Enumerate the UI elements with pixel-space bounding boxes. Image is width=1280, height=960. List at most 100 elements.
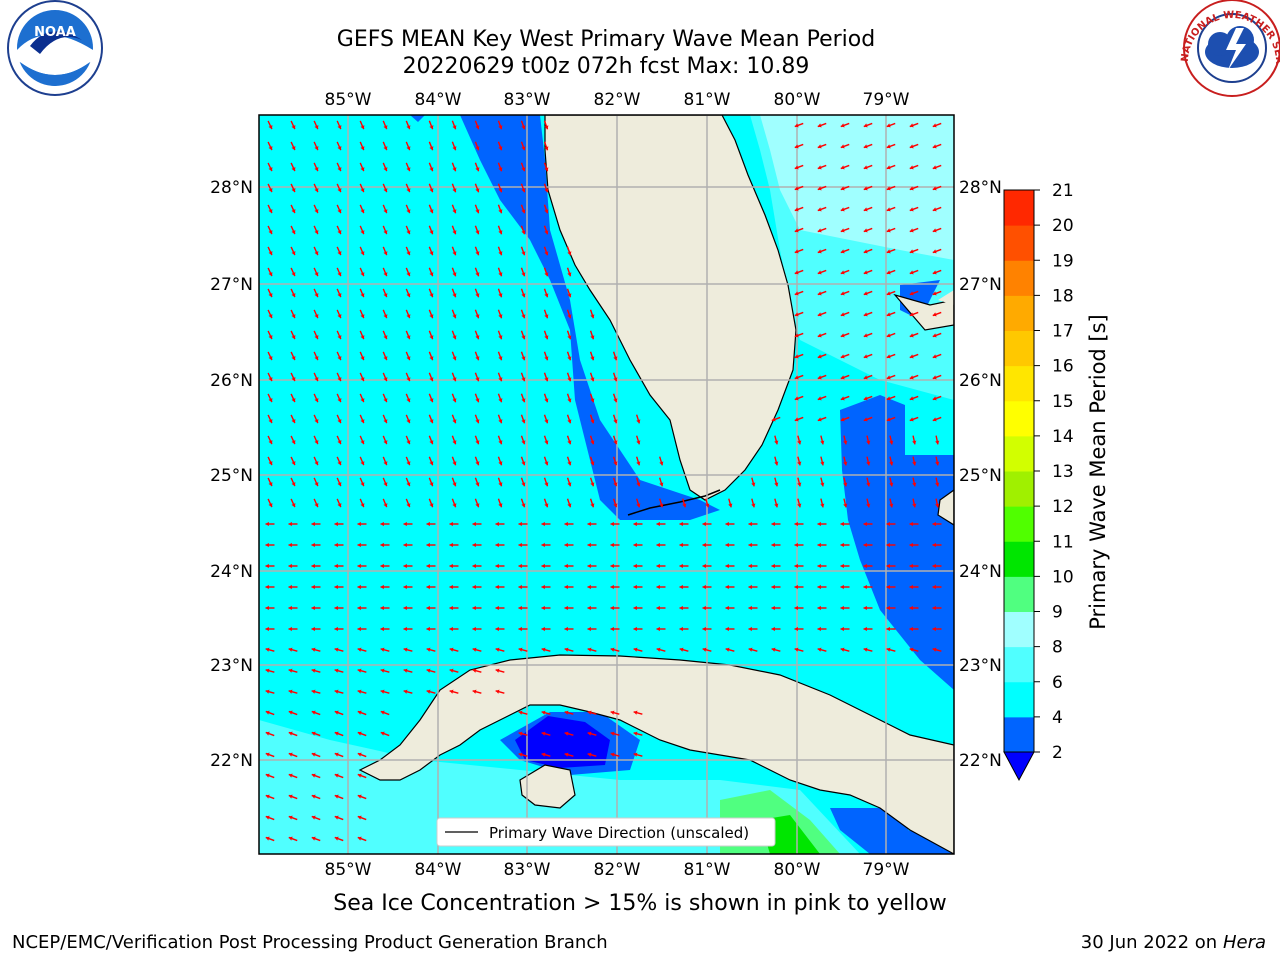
wave-arrow [313, 498, 319, 508]
wave-direction-arrows [265, 120, 942, 842]
wave-arrow [405, 183, 411, 193]
wave-arrow [840, 584, 850, 590]
wave-arrow [932, 626, 942, 632]
wave-arrow [334, 605, 344, 611]
wave-arrow [382, 225, 388, 235]
wave-arrow [774, 456, 779, 466]
colorbar-segment [1004, 471, 1034, 507]
wave-arrow [886, 332, 896, 338]
wave-arrow [702, 521, 712, 527]
wave-arrow [797, 498, 802, 508]
noaa-logo-text: NOAA [34, 25, 76, 40]
wave-arrow [912, 477, 917, 487]
wave-arrow [840, 164, 850, 170]
lat-label-right: 22°N [959, 751, 1002, 771]
wave-arrow [428, 435, 434, 445]
colorbar: 2 4 6 8 9 10 11 12 13 14 15 16 17 18 19 20 21 [1003, 181, 1074, 782]
wave-arrow [497, 498, 503, 508]
colorbar-segment [1004, 576, 1034, 612]
wave-arrow [863, 395, 873, 401]
wave-arrow [313, 120, 319, 130]
wave-arrow [771, 626, 781, 632]
wave-arrow [336, 456, 342, 466]
wave-arrow [543, 162, 549, 172]
wave-arrow [428, 309, 434, 319]
wave-arrow [451, 330, 457, 340]
wave-arrow [334, 626, 344, 632]
wave-arrow [497, 141, 503, 151]
wave-arrow [817, 185, 827, 191]
colorbar-segment [1004, 611, 1034, 648]
wave-arrow [311, 794, 321, 800]
wave-arrow [403, 668, 413, 673]
wave-arrow [426, 584, 436, 590]
wave-arrow [909, 416, 919, 422]
wave-arrow [357, 773, 367, 779]
wave-arrow [886, 584, 896, 590]
wave-arrow [359, 498, 365, 508]
colorbar-tick-label: 15 [1052, 392, 1074, 412]
wave-arrow [290, 330, 296, 340]
wave-arrow [382, 393, 388, 403]
wave-arrow [612, 414, 618, 424]
wave-arrow [520, 393, 526, 403]
wave-arrow [932, 521, 942, 527]
wave-arrow [290, 393, 296, 403]
wave-arrow [520, 498, 526, 508]
wave-arrow [863, 185, 873, 191]
colorbar-segment [1004, 190, 1034, 226]
wave-arrow [656, 584, 666, 590]
wave-arrow [589, 477, 595, 487]
wave-arrow [817, 395, 827, 401]
wave-arrow [288, 584, 298, 590]
wave-arrow [840, 248, 850, 254]
wave-arrow [774, 435, 779, 445]
wave-arrow [313, 225, 319, 235]
wave-arrow [886, 206, 896, 212]
wave-arrow [382, 456, 388, 466]
colorbar-tick-label: 18 [1052, 286, 1074, 306]
wave-arrow [886, 626, 896, 632]
wave-arrow [357, 815, 367, 821]
wave-arrow [886, 185, 896, 191]
wave-arrow [541, 521, 551, 527]
wave-arrow [794, 374, 804, 380]
wave-arrow [336, 162, 342, 172]
wave-arrow [794, 164, 804, 170]
lat-label-left: 25°N [210, 466, 253, 486]
wave-arrow [451, 372, 457, 382]
wave-arrow [495, 647, 505, 652]
wave-arrow [449, 584, 459, 590]
wave-arrow [543, 225, 549, 235]
wave-arrow [610, 710, 620, 715]
wave-arrow [474, 330, 480, 340]
wave-arrow [359, 162, 365, 172]
wave-arrow [428, 162, 434, 172]
colorbar-tick-label: 8 [1052, 638, 1063, 658]
wave-arrow [820, 456, 825, 466]
wave-arrow [520, 204, 526, 214]
wave-arrow [382, 267, 388, 277]
wave-arrow [863, 143, 873, 149]
wave-arrow [543, 414, 549, 424]
wave-arrow [336, 225, 342, 235]
wave-arrow [866, 435, 871, 445]
wave-arrow [520, 141, 526, 151]
wave-arrow [405, 309, 411, 319]
wave-arrow [403, 647, 413, 652]
wave-arrow [520, 456, 526, 466]
wave-arrow [909, 626, 919, 632]
wave-arrow [311, 836, 321, 842]
wave-arrow [886, 311, 896, 317]
wave-arrow [359, 288, 365, 298]
wave-arrow [334, 647, 344, 652]
wave-arrow [334, 794, 344, 800]
wave-arrow [288, 752, 298, 758]
cuba-land [358, 654, 954, 854]
wave-arrow [817, 332, 827, 338]
wave-arrow [610, 752, 620, 757]
wave-arrow [886, 290, 896, 296]
wave-arrow [564, 710, 574, 715]
wave-arrow [541, 626, 551, 632]
